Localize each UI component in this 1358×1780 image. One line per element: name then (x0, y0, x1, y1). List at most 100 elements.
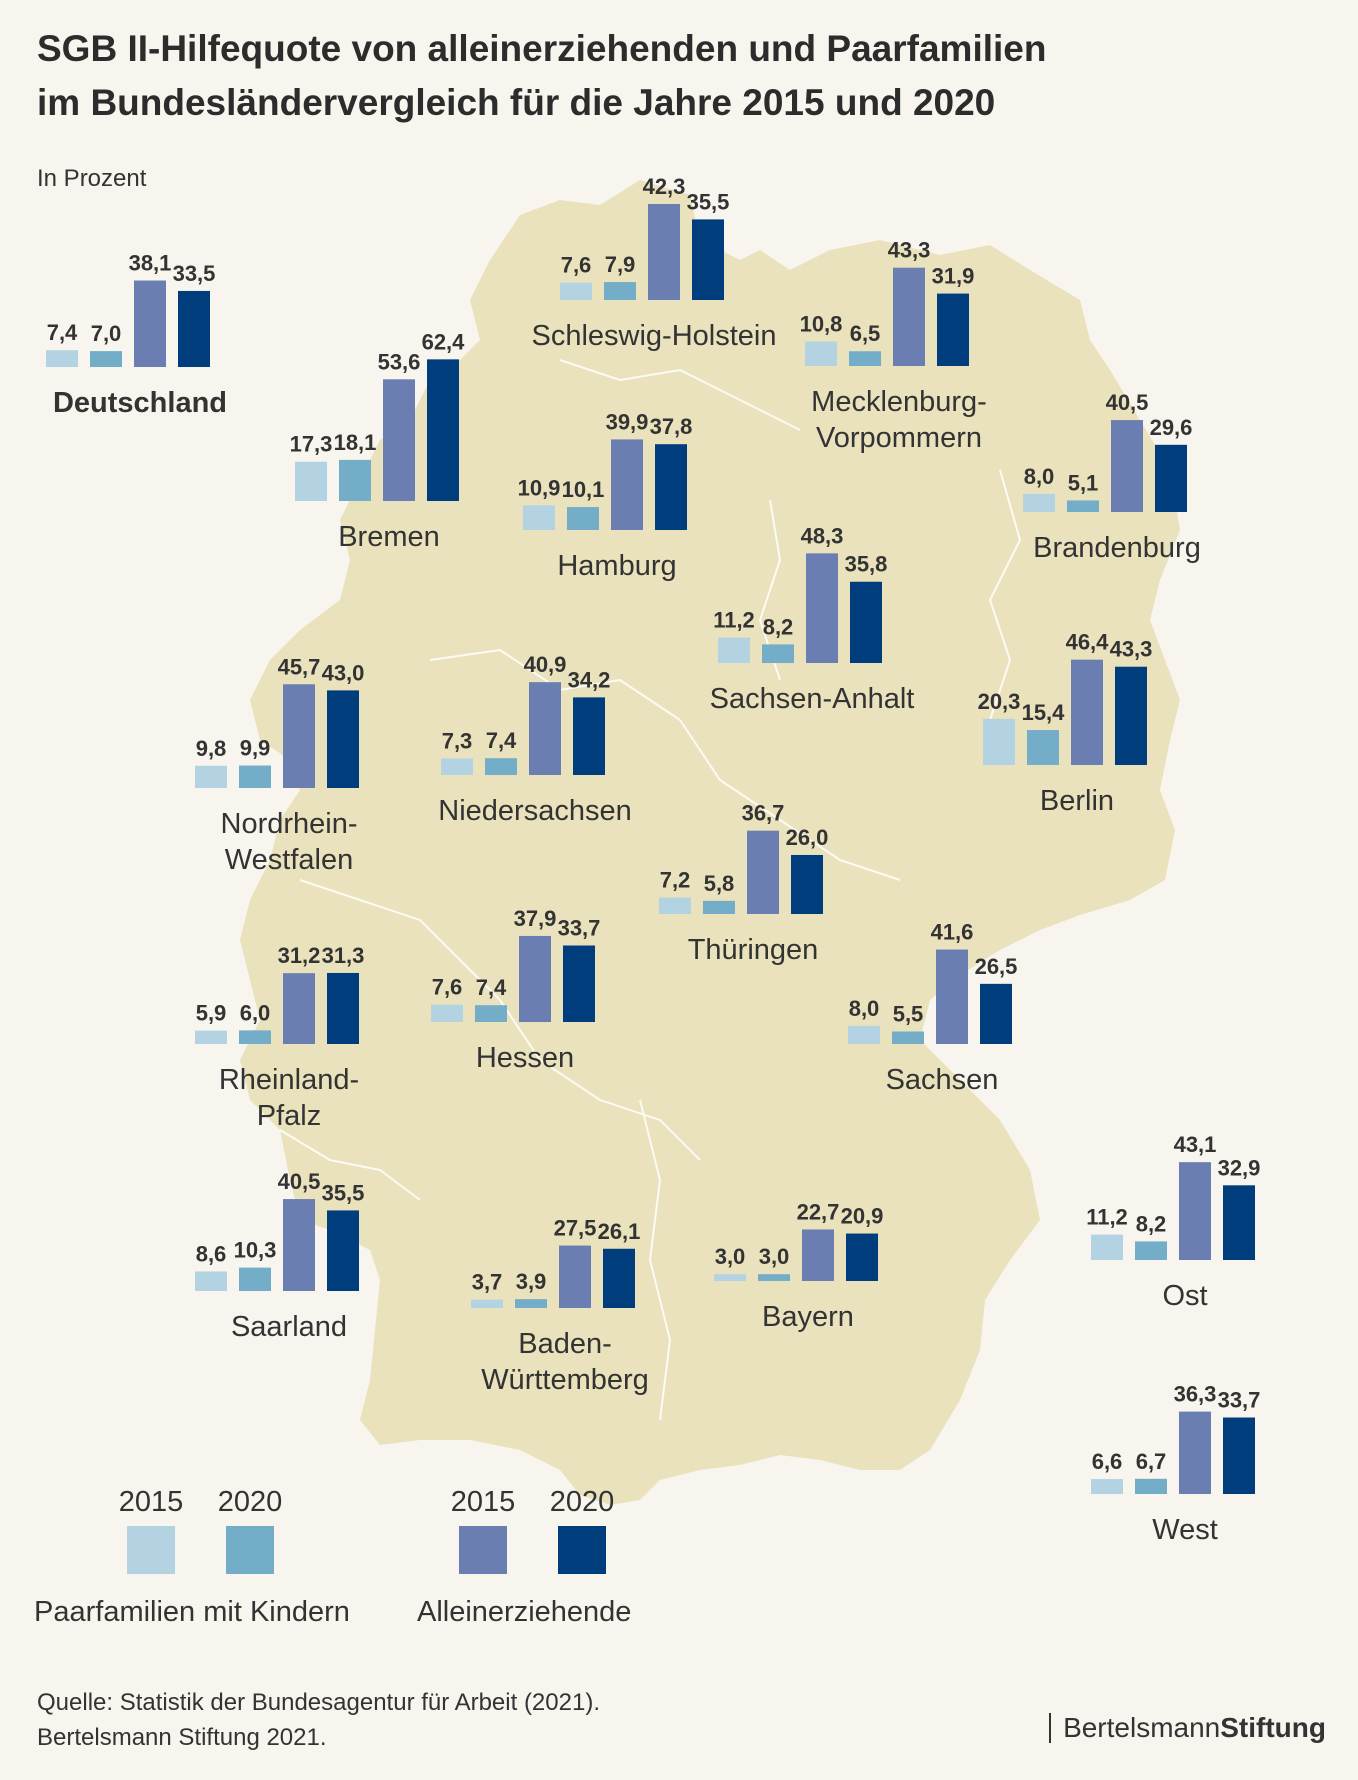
bar-bremen-0 (295, 461, 327, 501)
data-label-sachsen-0: 8,0 (849, 996, 880, 1021)
bar-sachsen-0 (848, 1025, 880, 1044)
data-label-west-1: 6,7 (1136, 1449, 1167, 1474)
bar-saarland-1 (239, 1267, 271, 1291)
data-label-rheinland-pfalz-3: 31,3 (322, 943, 365, 968)
bar-ost-2 (1179, 1162, 1211, 1260)
legend-year-paar-2015: 2015 (119, 1486, 184, 1518)
region-berlin: 20,3 15,4 46,4 43,3 Berlin (978, 630, 1153, 817)
data-label-saarland-2: 40,5 (278, 1169, 321, 1194)
data-label-berlin-1: 15,4 (1022, 700, 1066, 725)
data-label-west-0: 6,6 (1092, 1449, 1123, 1474)
bar-bremen-1 (339, 459, 371, 501)
germany-map-shape (240, 180, 1180, 1505)
data-label-rheinland-pfalz-2: 31,2 (278, 943, 321, 968)
bar-west-1 (1135, 1478, 1167, 1494)
data-label-thueringen-3: 26,0 (786, 825, 829, 850)
data-label-mecklenburg-vorpommern-2: 43,3 (888, 238, 931, 263)
source-line-1: Quelle: Statistik der Bundesagentur für … (37, 1689, 600, 1716)
bar-brandenburg-1 (1067, 500, 1099, 512)
bar-saarland-3 (327, 1210, 359, 1291)
bar-nordrhein-westfalen-0 (195, 765, 227, 788)
data-label-sachsen-anhalt-3: 35,8 (845, 552, 888, 577)
region-bremen: 17,3 18,1 53,662,4 Bremen (290, 329, 466, 553)
data-label-schleswig-holstein-0: 7,6 (561, 253, 592, 278)
data-label-nordrhein-westfalen-3: 43,0 (322, 660, 365, 685)
legend-swatch-paar-2020 (226, 1526, 274, 1574)
bar-brandenburg-2 (1111, 420, 1143, 512)
region-label-berlin: Berlin (1040, 785, 1114, 817)
region-label-rheinland-pfalz-line-2: Pfalz (257, 1100, 321, 1132)
region-schleswig-holstein: 7,6 7,9 42,335,5 Schleswig-Holstein (532, 174, 777, 352)
legend-swatch-allein-2020 (558, 1526, 606, 1574)
chart-title: SGB II-Hilfequote von alleinerziehenden … (37, 22, 1137, 130)
data-label-berlin-2: 46,4 (1066, 630, 1110, 655)
data-label-deutschland-3: 33,5 (173, 261, 216, 286)
data-label-sachsen-anhalt-2: 48,3 (801, 523, 844, 548)
region-label-mecklenburg-vorpommern: Mecklenburg- (811, 386, 987, 418)
bar-brandenburg-0 (1023, 493, 1055, 512)
data-label-ost-3: 32,9 (1218, 1155, 1261, 1180)
region-label-west: West (1152, 1514, 1218, 1546)
bar-rheinland-pfalz-2 (283, 973, 315, 1044)
data-label-baden-wuerttemberg-2: 27,5 (554, 1216, 597, 1241)
data-label-mecklenburg-vorpommern-3: 31,9 (932, 264, 975, 289)
bar-mecklenburg-vorpommern-3 (937, 293, 969, 366)
bar-nordrhein-westfalen-3 (327, 690, 359, 788)
legend-swatch-allein-2015 (459, 1526, 507, 1574)
region-label-bremen: Bremen (338, 521, 440, 553)
region-nordrhein-westfalen: 9,8 9,9 45,7 43,0 Nordrhein- Westfalen (195, 654, 364, 876)
bar-hessen-2 (519, 935, 551, 1022)
bar-berlin-2 (1071, 659, 1103, 765)
bar-niedersachsen-2 (529, 682, 561, 775)
bar-thueringen-0 (659, 897, 691, 914)
data-label-brandenburg-0: 8,0 (1024, 464, 1055, 489)
data-label-mecklenburg-vorpommern-0: 10,8 (800, 311, 843, 336)
bar-saarland-0 (195, 1271, 227, 1291)
region-deutschland: 7,4 7,0 38,1 33,5 Deutschland (46, 251, 227, 419)
data-label-hamburg-0: 10,9 (518, 475, 561, 500)
bar-niedersachsen-1 (485, 758, 517, 775)
bar-schleswig-holstein-3 (692, 219, 724, 300)
bar-mecklenburg-vorpommern-1 (849, 351, 881, 366)
data-label-nordrhein-westfalen-1: 9,9 (240, 736, 271, 761)
bar-thueringen-3 (791, 854, 823, 914)
region-label-hessen: Hessen (476, 1042, 574, 1074)
data-label-hamburg-2: 39,9 (606, 409, 649, 434)
region-baden-wuerttemberg: 3,7 3,9 27,5 26,1 Baden- Württemberg (471, 1216, 649, 1396)
data-label-niedersachsen-0: 7,3 (442, 728, 473, 753)
region-label-sachsen-anhalt: Sachsen-Anhalt (710, 683, 915, 715)
data-label-hamburg-3: 37,8 (650, 414, 693, 439)
data-label-hessen-0: 7,6 (432, 975, 463, 1000)
legend-label-paar: Paarfamilien mit Kindern (34, 1596, 350, 1628)
bar-hessen-0 (431, 1004, 463, 1022)
bar-bayern-0 (714, 1274, 746, 1281)
bar-niedersachsen-0 (441, 758, 473, 775)
bar-brandenburg-3 (1155, 444, 1187, 512)
unit-label: In Prozent (37, 165, 147, 192)
bar-bayern-2 (802, 1229, 834, 1281)
data-label-berlin-0: 20,3 (978, 689, 1021, 714)
data-label-bremen-2: 53,6 (378, 349, 421, 374)
data-label-bayern-1: 3,0 (759, 1244, 790, 1269)
legend-year-allein-2020: 2020 (550, 1486, 615, 1518)
region-mecklenburg-vorpommern: 10,8 6,5 43,331,9 Mecklenburg- Vorpommern (800, 238, 987, 454)
bar-ost-3 (1223, 1185, 1255, 1260)
bar-nordrhein-westfalen-2 (283, 684, 315, 788)
data-label-ost-2: 43,1 (1174, 1132, 1217, 1157)
region-saarland: 8,6 10,3 40,5 35,5 Saarland (195, 1169, 364, 1343)
data-label-bayern-0: 3,0 (715, 1244, 746, 1269)
legend-year-allein-2015: 2015 (451, 1486, 516, 1518)
bar-schleswig-holstein-1 (604, 282, 636, 300)
data-label-rheinland-pfalz-0: 5,9 (196, 1001, 227, 1026)
region-sachsen-anhalt: 11,2 8,2 48,335,8 Sachsen-Anhalt (710, 523, 915, 715)
region-bayern: 3,0 3,0 22,7 20,9 Bayern (714, 1199, 883, 1333)
bar-schleswig-holstein-0 (560, 282, 592, 300)
data-label-hessen-3: 33,7 (558, 916, 601, 941)
data-label-sachsen-3: 26,5 (975, 954, 1018, 979)
legend-label-allein: Alleinerziehende (417, 1596, 631, 1628)
bar-deutschland-3 (178, 290, 210, 367)
region-brandenburg: 8,0 5,1 40,529,6 Brandenburg (1023, 390, 1201, 564)
bar-niedersachsen-3 (573, 697, 605, 775)
region-thueringen: 7,2 5,8 36,726,0 Thüringen (659, 801, 828, 966)
